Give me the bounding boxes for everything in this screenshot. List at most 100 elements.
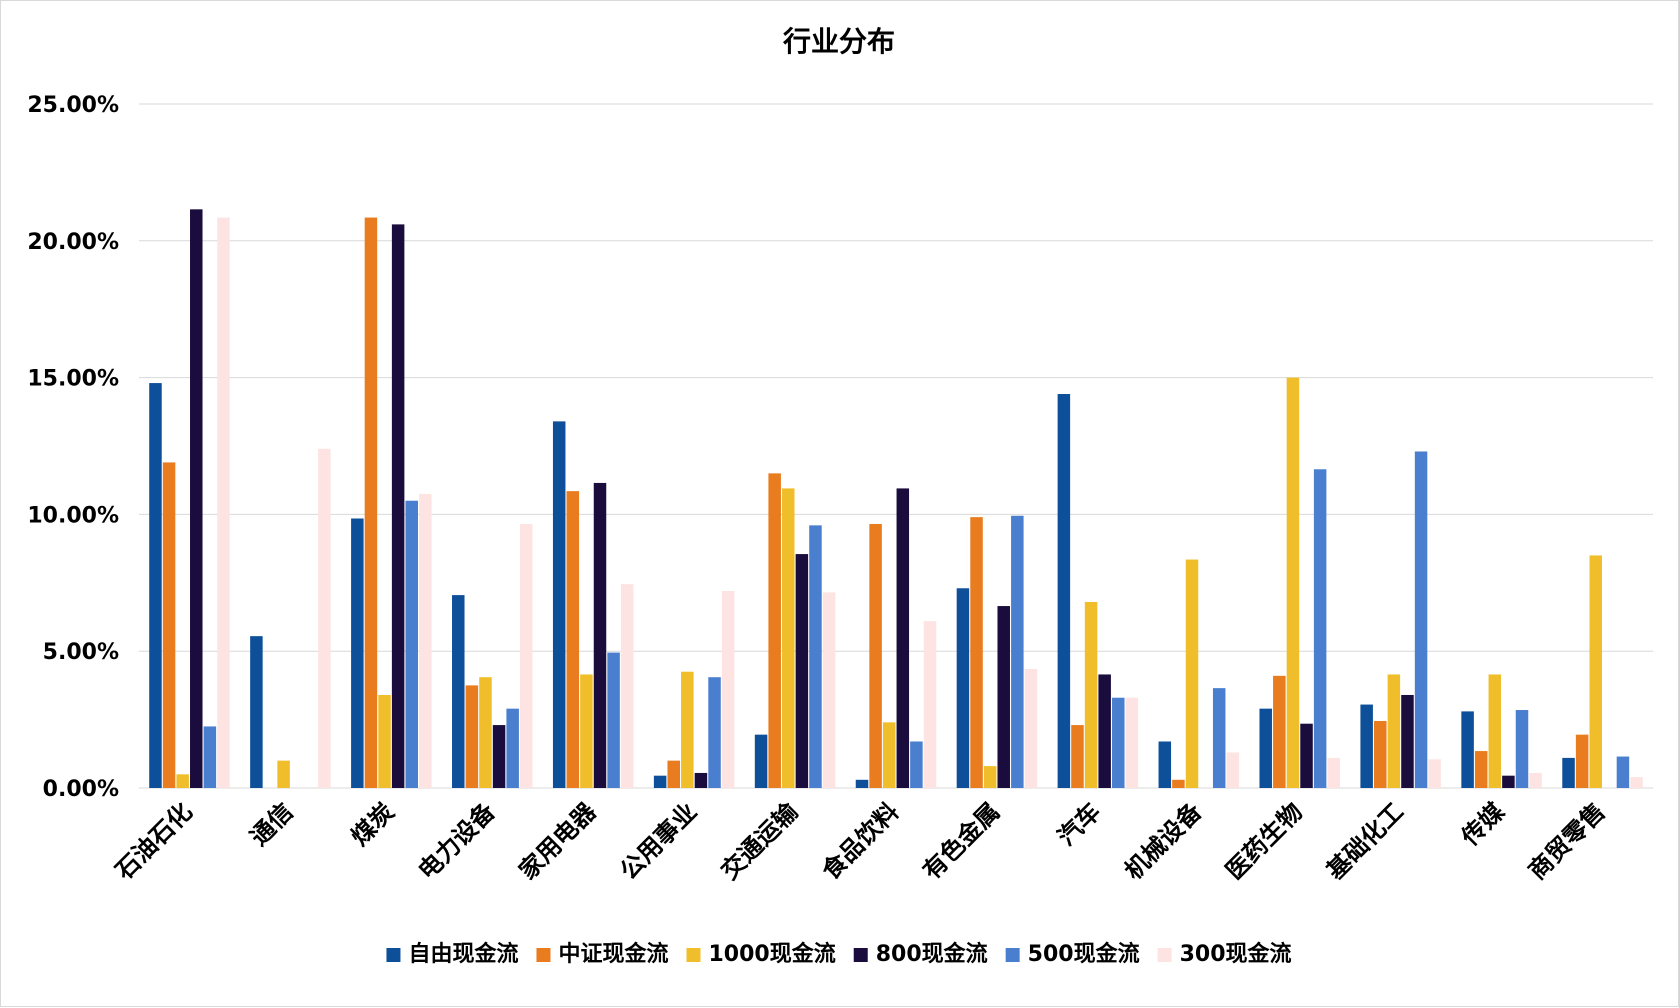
bar xyxy=(822,592,836,788)
bar xyxy=(566,491,580,788)
bar xyxy=(1488,674,1502,788)
bar xyxy=(1286,377,1300,788)
bar xyxy=(217,217,230,788)
bar xyxy=(910,741,923,788)
legend-swatch xyxy=(536,948,551,962)
bar xyxy=(391,224,405,788)
legend-item: 500现金流 xyxy=(1005,941,1140,967)
bar xyxy=(809,525,822,788)
bar xyxy=(492,725,506,788)
bar xyxy=(896,488,910,788)
bar xyxy=(465,685,479,788)
bar xyxy=(1084,601,1098,788)
bar xyxy=(1414,451,1428,788)
bar xyxy=(552,421,566,788)
bar xyxy=(1502,775,1515,788)
bar xyxy=(1630,777,1643,788)
x-axis-category-labels: 石油石化 通信 煤炭 电力设备 家用电器 公用事业 交通运输 食品饮料 有色金属 汽车 机械设备 医药… xyxy=(109,797,1610,886)
bar xyxy=(1428,759,1441,788)
bar xyxy=(1071,725,1084,788)
y-tick-label: 0.00% xyxy=(43,777,119,802)
bar xyxy=(520,523,533,788)
bar xyxy=(277,760,290,788)
bar xyxy=(190,209,203,788)
bar xyxy=(1212,688,1226,788)
legend-swatch xyxy=(1005,948,1020,962)
x-category-label: 食品饮料 xyxy=(817,797,905,885)
legend-swatch xyxy=(686,948,701,962)
bar xyxy=(1259,708,1272,788)
bar xyxy=(479,677,492,788)
legend-item: 800现金流 xyxy=(853,941,988,967)
bar xyxy=(1185,559,1199,788)
bar xyxy=(593,482,607,788)
bar xyxy=(768,473,781,788)
bar xyxy=(855,779,869,788)
legend-label: 中证现金流 xyxy=(558,941,668,967)
x-category-label: 传媒 xyxy=(1455,797,1510,852)
x-category-label: 通信 xyxy=(245,797,299,851)
bar xyxy=(869,523,882,788)
y-tick-label: 10.00% xyxy=(27,503,119,528)
bar xyxy=(620,584,634,788)
bar xyxy=(203,726,217,788)
legend-label: 800现金流 xyxy=(876,941,988,967)
legend: 自由现金流 中证现金流 1000现金流 800现金流 500现金流 300现金流 xyxy=(386,941,1292,967)
chart-title: 行业分布 xyxy=(782,25,895,58)
x-category-label: 石油石化 xyxy=(109,797,197,885)
x-category-label: 基础化工 xyxy=(1321,797,1409,885)
bar xyxy=(364,217,378,788)
bar xyxy=(607,652,620,788)
gridlines xyxy=(139,103,1653,789)
x-category-label: 医药生物 xyxy=(1220,797,1308,885)
bar xyxy=(795,554,809,788)
bar xyxy=(1327,757,1340,788)
bar xyxy=(1300,723,1313,788)
x-category-label: 汽车 xyxy=(1052,797,1106,851)
legend-swatch xyxy=(853,948,868,962)
bar xyxy=(1158,741,1172,788)
bar xyxy=(997,606,1010,788)
bar xyxy=(351,518,364,788)
y-tick-label: 25.00% xyxy=(27,93,119,118)
bar xyxy=(721,591,735,788)
bar xyxy=(405,500,418,788)
bar xyxy=(1226,752,1240,788)
bar xyxy=(250,636,263,788)
bar xyxy=(1401,694,1414,788)
bar xyxy=(1474,751,1488,788)
x-category-label: 公用事业 xyxy=(615,797,703,885)
bar xyxy=(1098,674,1111,788)
legend-label: 300现金流 xyxy=(1180,941,1292,967)
legend-label: 500现金流 xyxy=(1028,941,1140,967)
bar xyxy=(149,383,162,788)
bar xyxy=(1125,697,1139,788)
bar xyxy=(506,708,519,788)
bar xyxy=(681,671,694,788)
bar xyxy=(1589,555,1602,788)
legend-item: 300现金流 xyxy=(1157,941,1292,967)
bar xyxy=(1515,710,1529,788)
bar xyxy=(923,621,937,788)
bar xyxy=(318,448,331,788)
x-category-label: 商贸零售 xyxy=(1523,797,1611,885)
bar xyxy=(1529,772,1542,788)
bar xyxy=(1313,469,1327,788)
x-category-label: 有色金属 xyxy=(917,797,1005,885)
bar xyxy=(378,694,391,788)
bar xyxy=(1562,757,1575,788)
legend-item: 自由现金流 xyxy=(386,941,518,967)
bar xyxy=(667,760,680,788)
bar xyxy=(1024,668,1038,788)
bar xyxy=(1172,779,1185,788)
legend-label: 1000现金流 xyxy=(708,941,835,967)
bar xyxy=(1112,697,1125,788)
y-tick-label: 20.00% xyxy=(27,230,119,255)
bar xyxy=(1273,675,1286,788)
bar xyxy=(419,493,432,788)
x-category-label: 机械设备 xyxy=(1119,797,1207,885)
y-axis-tick-labels: 0.00% 5.00% 10.00% 15.00% 20.00% 25.00% xyxy=(27,93,119,802)
bar xyxy=(754,734,768,788)
